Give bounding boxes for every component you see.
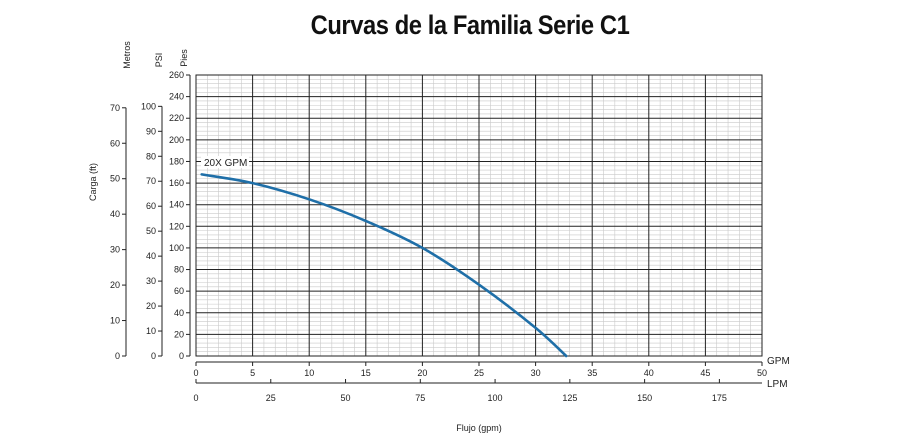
lpm-units-label: LPM (767, 379, 788, 390)
metros-tick-label: 20 (110, 280, 120, 290)
pies-tick-label: 40 (174, 308, 184, 318)
psi-tick-label: 80 (146, 151, 156, 161)
pies-tick-label: 0 (179, 351, 184, 361)
pies-tick-label: 100 (169, 243, 184, 253)
metros-tick-label: 0 (115, 351, 120, 361)
psi-tick-label: 70 (146, 176, 156, 186)
psi-tick-label: 20 (146, 301, 156, 311)
series-label-20x-gpm: 20X GPM (204, 158, 247, 169)
pies-tick-label: 220 (169, 113, 184, 123)
gpm-tick-label: 0 (193, 368, 198, 378)
metros-tick-label: 40 (110, 209, 120, 219)
pies-tick-label: 60 (174, 286, 184, 296)
psi-axis-title: PSI (154, 53, 164, 68)
pies-tick-label: 80 (174, 265, 184, 275)
psi-tick-label: 100 (141, 101, 156, 111)
gpm-tick-label: 30 (531, 368, 541, 378)
lpm-tick-label: 0 (193, 393, 198, 403)
series-line-20x-gpm (200, 173, 568, 358)
plot-frame (195, 74, 763, 357)
lpm-tick-label: 25 (266, 393, 276, 403)
gpm-tick-label: 5 (250, 368, 255, 378)
metros-tick-label: 10 (110, 316, 120, 326)
pies-tick-label: 160 (169, 178, 184, 188)
lpm-tick-label: 75 (415, 393, 425, 403)
gpm-tick-label: 15 (361, 368, 371, 378)
lpm-tick-label: 100 (488, 393, 503, 403)
pies-tick-label: 140 (169, 200, 184, 210)
psi-tick-label: 10 (146, 326, 156, 336)
pies-tick-label: 180 (169, 156, 184, 166)
lpm-tick-label: 125 (562, 393, 577, 403)
gpm-tick-label: 45 (700, 368, 710, 378)
gpm-tick-label: 40 (644, 368, 654, 378)
psi-tick-label: 50 (146, 226, 156, 236)
pies-tick-label: 240 (169, 92, 184, 102)
pies-tick-label: 200 (169, 135, 184, 145)
lpm-tick-label: 175 (712, 393, 727, 403)
metros-tick-label: 50 (110, 174, 120, 184)
metros-tick-label: 60 (110, 138, 120, 148)
series-label-background (201, 156, 249, 168)
gpm-tick-label: 20 (417, 368, 427, 378)
lpm-tick-label: 150 (637, 393, 652, 403)
psi-tick-label: 60 (146, 201, 156, 211)
gpm-tick-label: 50 (757, 368, 767, 378)
gpm-tick-label: 25 (474, 368, 484, 378)
chart-title: Curvas de la Familia Serie C1 (310, 10, 630, 40)
gpm-units-label: GPM (767, 356, 790, 367)
x-axis-title: Flujo (gpm) (456, 423, 502, 433)
metros-tick-label: 70 (110, 103, 120, 113)
pies-axis-title: Pies (179, 49, 189, 67)
psi-tick-label: 40 (146, 251, 156, 261)
metros-axis-title: Metros (122, 41, 132, 69)
psi-tick-label: 90 (146, 126, 156, 136)
psi-tick-label: 30 (146, 276, 156, 286)
psi-tick-label: 0 (151, 351, 156, 361)
gpm-tick-label: 10 (304, 368, 314, 378)
carga-axis-title: Carga (ft) (88, 163, 98, 201)
pies-tick-label: 260 (169, 70, 184, 80)
lpm-tick-label: 50 (341, 393, 351, 403)
gpm-tick-label: 35 (587, 368, 597, 378)
pies-tick-label: 120 (169, 221, 184, 231)
metros-tick-label: 30 (110, 245, 120, 255)
pies-tick-label: 20 (174, 329, 184, 339)
